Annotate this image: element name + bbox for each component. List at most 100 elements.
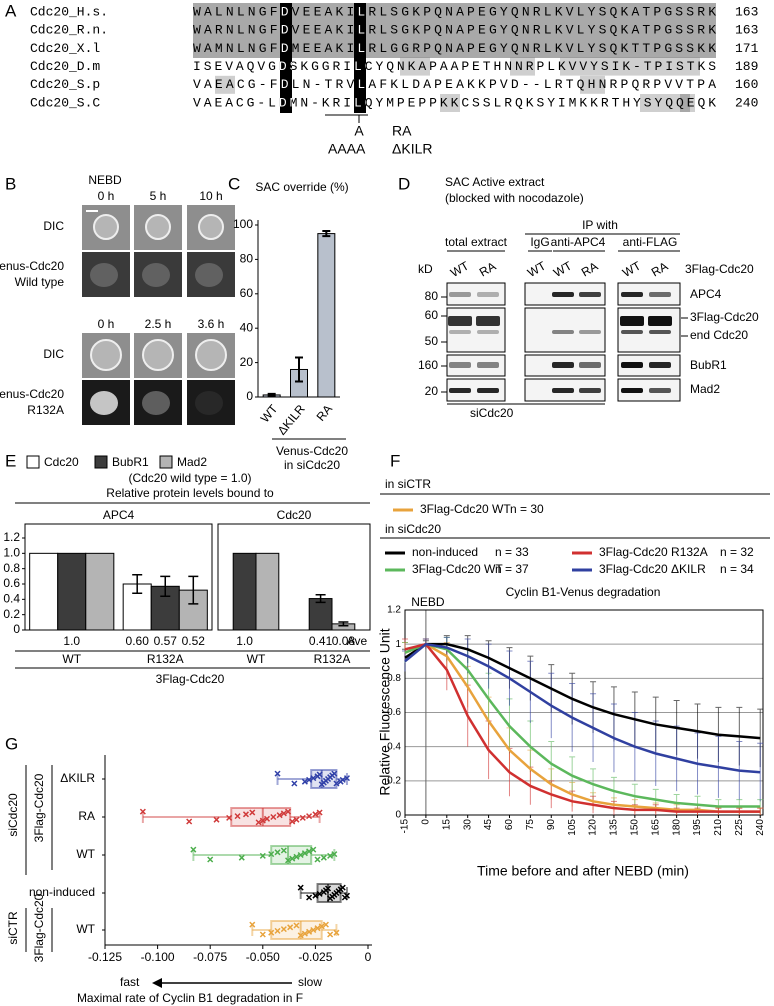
band [477,388,499,393]
panel-label: E [5,451,16,470]
point [293,853,300,860]
band [449,362,471,368]
legend-n: n = 37 [495,562,529,576]
bar [29,552,59,631]
legend-group: in siCdc20 [385,522,441,536]
legend-label: 3Flag-Cdc20 WT [420,502,511,516]
point [259,931,266,938]
band [621,330,643,334]
point [186,818,193,825]
residue-number: 240 [735,95,758,110]
cell [90,339,122,371]
x-tick-label: R132A [147,652,184,666]
point [280,847,287,854]
point [312,892,319,899]
residue-number: 163 [735,23,758,38]
point [301,850,308,857]
fluorescence [142,263,170,287]
x-tick-label: 30 [462,819,473,831]
value-label: 1.0 [63,634,80,648]
x-tick-label: 105 [567,819,578,836]
panel-label: A [5,1,17,20]
similarity-shading [580,75,605,94]
species-name: Cdc20_S.p [30,77,100,92]
legend-n: n = 34 [720,562,754,576]
group-label: siCTR [6,911,20,945]
bar [317,233,336,398]
x-tick-label: WT [62,652,81,666]
time-label: 5 h [150,189,167,203]
arrow-head [152,978,162,988]
point [259,852,266,859]
fluorescence [195,391,223,415]
sequence: VAEACG-FDLN-TRVLAFKLDAPEAKKPVD--LRTQHNRP… [193,77,716,92]
direction-label: fast [120,975,140,989]
band [579,292,601,297]
point [316,890,323,897]
value-label: 0.52 [182,634,206,648]
species-name: Cdc20_D.m [30,59,100,74]
point [327,852,334,859]
fluorescence [90,263,118,287]
time-label: 0 h [98,317,115,331]
point [249,921,256,928]
point [306,894,313,901]
x-tick-label: 45 [483,819,494,831]
error-bar [295,356,303,383]
point [306,813,313,820]
panel-label: C [228,174,240,193]
point [306,776,313,783]
point [316,809,323,816]
band [552,292,574,297]
section-frame [217,523,371,631]
series-line [404,642,761,808]
size-marker: 60 [425,308,439,322]
mutation-name: ΔKILR [392,141,432,157]
lane-label: WT [525,258,549,280]
chart-title: Relative protein levels bound to [106,486,274,500]
residue-number: 171 [735,41,759,56]
legend-label: Cdc20 [44,455,79,469]
x-tick-label: 180 [671,819,682,836]
y-tick-label: 0.8 [3,561,20,575]
y-tick-label: 1.2 [387,605,401,616]
point [255,819,262,826]
channel-label: DIC [43,347,64,361]
time-label: 3.6 h [198,317,225,331]
point [331,770,338,777]
y-tick-label: 60 [240,286,254,300]
x-tick-label: WT [247,652,266,666]
lane-label: RA [579,259,600,279]
x-tick-label: R132A [314,652,351,666]
chart-title: Cyclin B1-Venus degradation [506,585,661,599]
y-tick-label: 100 [233,217,253,231]
point [291,780,298,787]
band [552,388,574,393]
band [579,388,601,393]
value-label: 0.41 [309,634,333,648]
value-label-title: Ave [347,634,368,648]
series-line [404,642,761,813]
fluorescence [195,263,223,287]
band [649,362,671,368]
mutation-residues: A [354,123,364,139]
point [331,851,338,858]
kd-label: kD [418,262,433,276]
legend-label: 3Flag-Cdc20 WT [412,562,503,576]
conserved-column [280,3,292,113]
identity-shading [292,3,354,58]
residue-number: 160 [735,77,758,92]
x-tick-label: 135 [609,819,620,836]
x-tick-label: 60 [504,819,515,831]
blot-title: SAC Active extract [445,175,545,189]
point [316,771,323,778]
y-tick-label: 0.4 [387,741,401,752]
band [449,388,471,393]
blot-label: Mad2 [690,382,720,396]
value-label: 0.08 [332,634,356,648]
lane-label: WT [448,258,472,280]
band [552,362,574,368]
cell [145,214,171,240]
point [301,930,308,937]
band [620,316,644,326]
